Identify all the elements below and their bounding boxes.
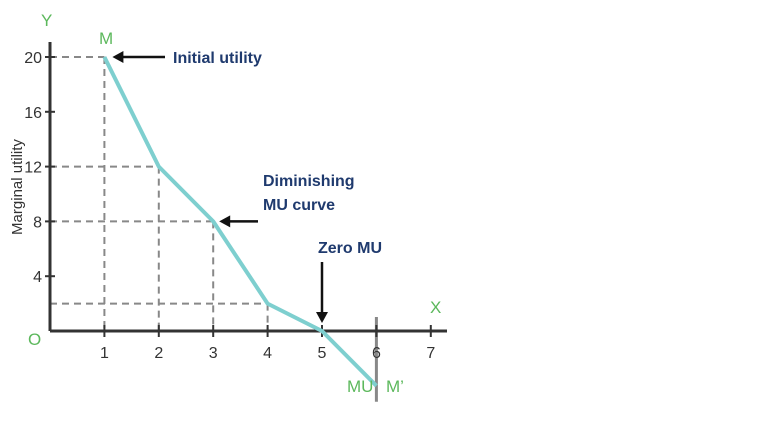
point-label-end-left: MU [347, 377, 373, 396]
x-tick-label: 1 [100, 345, 109, 362]
guide-lines [50, 56, 378, 402]
y-axis-letter: Y [41, 11, 52, 30]
annotations: Initial utility Diminishing MU curve Zer… [112, 50, 382, 323]
x-axis-letter: X [430, 298, 441, 317]
annotation-zero-mu: Zero MU [318, 240, 382, 257]
origin-label: O [28, 330, 41, 349]
x-tick-label: 4 [263, 345, 272, 362]
x-tick-label: 5 [318, 345, 327, 362]
x-tick-label: 6 [372, 345, 381, 362]
marginal-utility-curve [102, 56, 378, 388]
y-axis-title: Marginal utility [9, 139, 26, 235]
x-tick-label: 7 [426, 345, 435, 362]
y-tick-label: 12 [24, 160, 42, 177]
arrowhead-zero-mu [316, 312, 328, 323]
arrowhead-initial-utility [112, 51, 124, 63]
annotation-diminishing-line2: MU curve [263, 197, 335, 214]
x-tick-label: 3 [209, 345, 218, 362]
arrowhead-diminishing [219, 215, 231, 228]
point-label-end-right: M’ [386, 377, 404, 396]
point-label-start: M [99, 29, 113, 48]
x-tick-label: 2 [154, 345, 163, 362]
annotation-initial-utility: Initial utility [173, 50, 262, 67]
axes [48, 42, 447, 333]
y-tick-label: 20 [24, 50, 42, 67]
y-tick-label: 4 [33, 269, 42, 286]
series [102, 56, 378, 388]
y-tick-label: 16 [24, 105, 42, 122]
annotation-diminishing-line1: Diminishing [263, 173, 355, 190]
y-tick-label: 8 [33, 214, 42, 231]
